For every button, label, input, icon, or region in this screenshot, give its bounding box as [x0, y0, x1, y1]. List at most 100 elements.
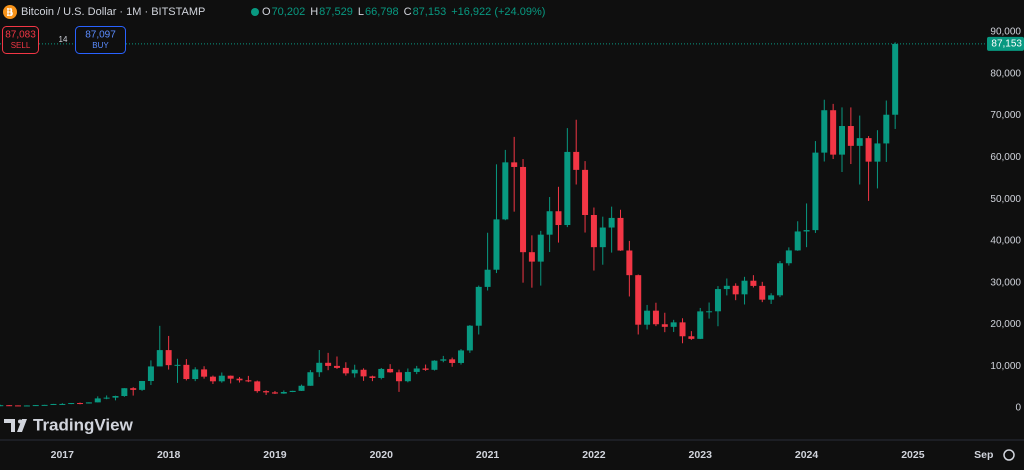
candle-body — [812, 152, 819, 231]
candle-body — [847, 126, 854, 146]
candle-body — [165, 350, 172, 366]
sell-text: SELL — [11, 41, 31, 50]
ohlc-value: 87,153 — [413, 6, 447, 18]
candle-body — [369, 376, 376, 378]
candle-body — [121, 388, 128, 397]
candle-body — [661, 324, 668, 327]
candle-body — [387, 368, 394, 373]
x-tick-label: 2023 — [689, 449, 713, 461]
candle-body — [192, 369, 199, 380]
x-tick-label: 2017 — [51, 449, 75, 461]
candle-body — [254, 381, 261, 392]
candle-body — [555, 211, 562, 226]
candle-body — [573, 151, 580, 170]
spread: 14 — [59, 35, 68, 44]
candle-body — [759, 285, 766, 300]
x-tick-label: 2021 — [476, 449, 500, 461]
ohlc-value: 70,202 — [272, 6, 306, 18]
candle-body — [396, 372, 402, 382]
candle-body — [209, 376, 216, 382]
candle-body — [112, 396, 119, 398]
candle-body — [590, 214, 597, 248]
candle-body — [458, 350, 465, 363]
candle-body — [652, 310, 659, 325]
settings-icon[interactable] — [1003, 449, 1015, 461]
candle-body — [147, 366, 154, 382]
x-tick-label: 2018 — [157, 449, 181, 461]
candle-body — [156, 350, 163, 367]
logo-dot — [18, 419, 22, 424]
candle-body — [679, 322, 686, 337]
ohlc-key: L — [358, 6, 364, 18]
candle-body — [404, 371, 411, 382]
y-tick-label: 90,000 — [990, 27, 1021, 38]
candle-body — [688, 336, 695, 339]
symbol-title[interactable]: Bitcoin / U.S. Dollar · 1M · BITSTAMP — [21, 6, 205, 18]
candle-body — [236, 378, 243, 381]
candle-body — [6, 405, 13, 407]
buy-text: BUY — [92, 41, 109, 50]
candle-body — [776, 263, 783, 296]
candle-body — [360, 369, 367, 377]
candle-body — [768, 295, 775, 300]
candle-body — [706, 311, 713, 313]
ohlc-key: H — [310, 6, 318, 18]
candle-body — [59, 403, 66, 405]
candle-body — [289, 390, 296, 392]
y-tick-label: 30,000 — [990, 277, 1021, 288]
candle-body — [23, 405, 30, 407]
x-tick-label: 2019 — [263, 449, 287, 461]
candle-body — [333, 365, 340, 368]
candle-body — [50, 403, 57, 405]
sell-price: 87,083 — [5, 30, 36, 41]
price-axis-panel — [985, 0, 1024, 470]
candle-body — [298, 385, 305, 391]
candle-body — [582, 169, 589, 215]
candle-body — [307, 372, 314, 386]
candle-body — [528, 252, 535, 262]
ohlc-key: O — [262, 6, 271, 18]
sell-button[interactable] — [2, 26, 39, 54]
candle-body — [139, 381, 146, 390]
candle-body — [865, 138, 872, 162]
candle-body — [520, 166, 527, 253]
candle-body — [635, 275, 642, 325]
candle-body — [608, 217, 615, 228]
candle-body — [794, 231, 801, 251]
candle-body — [511, 162, 518, 167]
candle-body — [546, 211, 553, 235]
candle-body — [316, 362, 323, 373]
candle-body — [378, 368, 385, 378]
candle-body — [85, 402, 92, 404]
candle-body — [626, 250, 633, 276]
candle-body — [883, 114, 890, 144]
candle-body — [856, 138, 863, 146]
candle-body — [227, 375, 234, 379]
candle-body — [218, 375, 225, 382]
candle-body — [174, 364, 181, 366]
last-price-tag — [987, 36, 1024, 51]
candle-body — [103, 397, 110, 399]
candle-body — [830, 110, 837, 155]
candle-body — [714, 289, 721, 312]
candle-body — [723, 285, 730, 290]
symbol-glyph — [7, 8, 13, 16]
y-tick-label: 20,000 — [990, 319, 1021, 330]
candle-body — [68, 403, 75, 405]
candle-body — [413, 368, 420, 372]
candle-body — [263, 391, 270, 393]
buy-button[interactable] — [75, 26, 126, 54]
candle-body — [94, 398, 101, 403]
candle-body — [342, 367, 349, 374]
y-tick-label: 40,000 — [990, 236, 1021, 247]
candle-body — [15, 405, 22, 407]
candle-body — [732, 285, 739, 295]
candle-body — [41, 404, 48, 406]
candle-body — [493, 219, 500, 270]
candle-body — [697, 311, 704, 339]
candle-body — [77, 403, 84, 405]
candle-body — [670, 322, 677, 327]
x-tick-label: 2020 — [370, 449, 394, 461]
